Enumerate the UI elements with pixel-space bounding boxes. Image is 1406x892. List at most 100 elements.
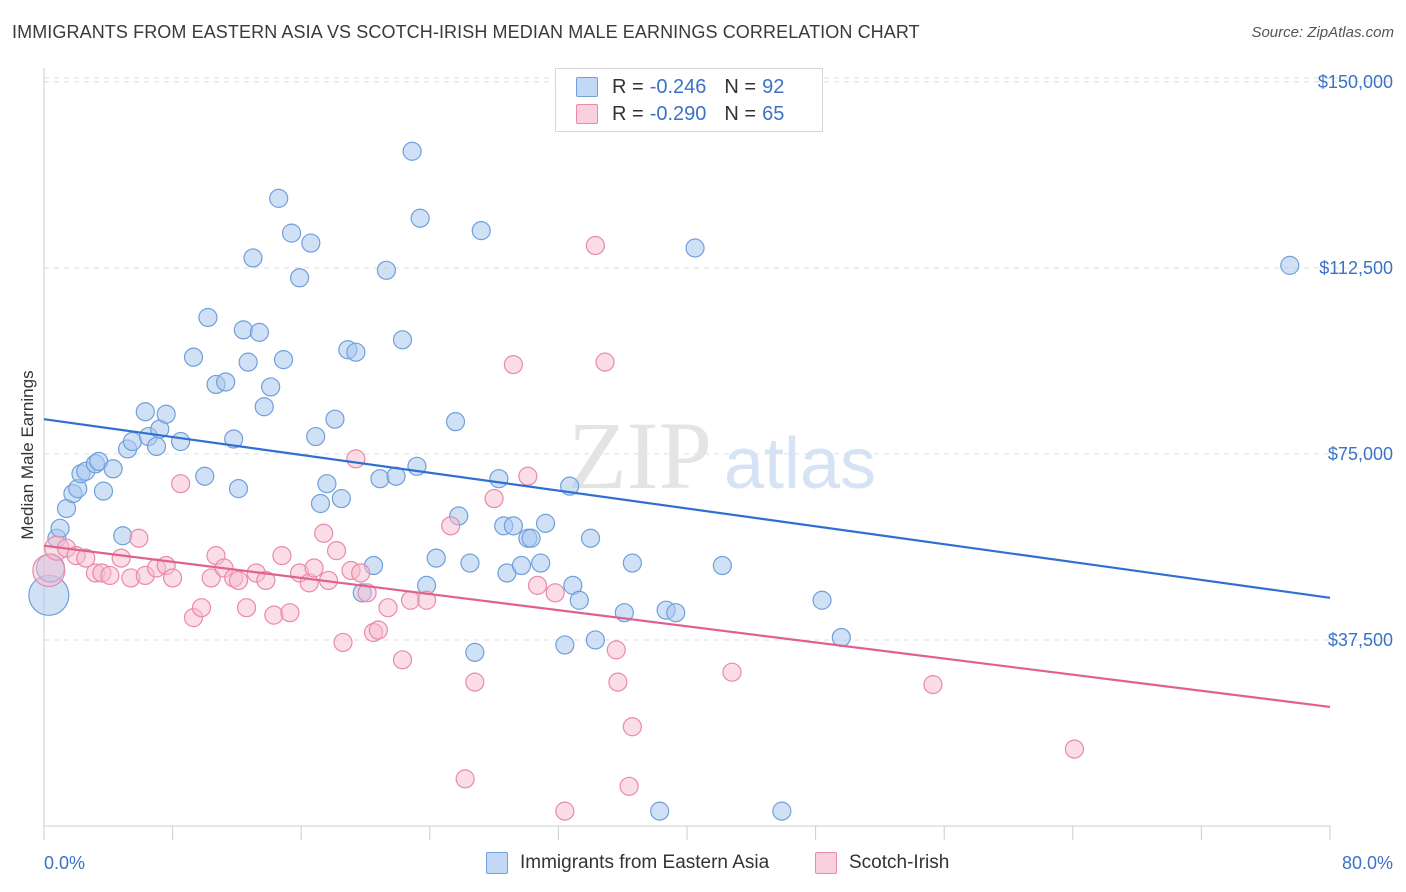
- data-point-pink: [280, 603, 300, 623]
- data-point-pink: [326, 541, 347, 561]
- data-point-blue: [535, 513, 556, 533]
- data-point-pink: [595, 352, 615, 372]
- data-point-blue: [346, 342, 366, 362]
- data-point-pink: [264, 605, 284, 625]
- data-point-pink: [465, 672, 485, 692]
- data-point-pink: [622, 717, 642, 737]
- data-point-blue: [281, 223, 302, 243]
- legend-n-value: 65: [762, 102, 785, 125]
- data-point-blue: [171, 431, 191, 452]
- data-point-blue: [198, 307, 218, 328]
- data-point-blue: [445, 412, 466, 432]
- y-tick-label: $37,500: [1328, 630, 1393, 650]
- trend-line-pink: [43, 544, 1331, 709]
- legend-n-label: N =: [724, 102, 757, 125]
- data-point-blue: [772, 801, 792, 821]
- x-tick-label: 0.0%: [44, 853, 85, 873]
- data-point-pink: [606, 640, 626, 660]
- data-point-pink: [236, 598, 257, 618]
- data-point-pink: [400, 590, 421, 610]
- series-label-eastern-asia: Immigrants from Eastern Asia: [520, 852, 770, 873]
- data-point-blue: [156, 404, 176, 424]
- data-point-blue: [712, 555, 732, 576]
- data-point-pink: [518, 466, 538, 486]
- data-point-blue: [580, 528, 601, 548]
- data-point-pink: [545, 583, 565, 603]
- data-point-pink: [171, 474, 191, 494]
- data-point-blue: [103, 459, 123, 479]
- data-point-blue: [261, 377, 281, 397]
- data-point-blue: [531, 553, 551, 573]
- data-point-pink: [228, 570, 249, 591]
- legend-swatch-blue: [576, 77, 598, 97]
- legend-swatch-pink: [576, 104, 598, 124]
- data-point-blue: [310, 493, 331, 514]
- legend-r-value: -0.290: [649, 102, 707, 125]
- source-label: Source: ZipAtlas.com: [1251, 24, 1394, 41]
- data-point-pink: [555, 801, 575, 821]
- data-point-pink: [256, 570, 276, 591]
- data-point-pink: [392, 650, 413, 670]
- series-label-scotch-irish: Scotch-Irish: [849, 852, 950, 873]
- data-point-blue: [622, 553, 642, 573]
- data-point-pink: [441, 516, 461, 536]
- data-point-blue: [511, 555, 532, 576]
- data-point-blue: [306, 426, 326, 447]
- data-point-blue: [289, 268, 310, 288]
- data-point-blue: [135, 402, 155, 422]
- series-legend-item-eastern-asia: Immigrants from Eastern Asia: [486, 852, 769, 874]
- data-point-pink: [416, 590, 437, 610]
- trend-line-blue: [43, 418, 1331, 599]
- legend-n-value: 92: [762, 75, 785, 98]
- data-point-pink: [163, 568, 183, 588]
- data-point-blue: [402, 141, 422, 161]
- data-point-blue: [376, 260, 396, 280]
- data-point-blue: [426, 548, 446, 568]
- data-point-pink: [503, 355, 523, 375]
- data-point-blue: [228, 479, 249, 499]
- data-point-pink: [304, 558, 324, 578]
- data-point-blue: [146, 436, 167, 457]
- data-point-blue: [122, 431, 143, 452]
- legend-r-label: R =: [612, 75, 644, 98]
- series-legend-item-scotch-irish: Scotch-Irish: [815, 852, 949, 874]
- y-axis-label: Median Male Earnings: [18, 370, 37, 539]
- data-point-blue: [410, 208, 430, 228]
- legend-r-value: -0.246: [649, 75, 707, 98]
- series-pink: [32, 235, 1085, 821]
- data-point-blue: [93, 481, 114, 501]
- legend-row-series2: R = -0.290 N = 65: [576, 101, 784, 127]
- data-point-blue: [489, 469, 509, 489]
- data-point-blue: [233, 320, 253, 340]
- data-point-blue: [216, 372, 236, 392]
- data-point-pink: [100, 565, 120, 586]
- data-point-blue: [243, 248, 263, 268]
- data-point-blue: [521, 528, 541, 548]
- data-point-blue: [249, 322, 270, 342]
- y-tick-label: $150,000: [1318, 72, 1393, 92]
- data-point-blue: [1280, 255, 1300, 275]
- chart-title: IMMIGRANTS FROM EASTERN ASIA VS SCOTCH-I…: [12, 22, 920, 42]
- data-point-pink: [585, 235, 605, 256]
- data-point-blue: [273, 350, 294, 370]
- data-point-pink: [351, 563, 371, 583]
- series-swatch-blue: [486, 852, 508, 874]
- data-point-pink: [333, 632, 353, 653]
- data-point-blue: [812, 590, 832, 610]
- data-point-blue: [238, 352, 258, 372]
- data-point-blue: [301, 233, 321, 253]
- data-point-pink: [191, 598, 212, 618]
- data-point-blue: [555, 635, 575, 655]
- data-point-pink: [357, 583, 377, 603]
- data-point-blue: [113, 526, 133, 546]
- data-point-blue: [465, 642, 485, 662]
- data-point-pink: [76, 548, 96, 568]
- y-tick-label: $112,500: [1319, 258, 1393, 278]
- legend-r-label: R =: [612, 102, 644, 125]
- data-point-blue: [269, 188, 289, 208]
- data-point-pink: [129, 528, 149, 548]
- data-point-pink: [484, 488, 504, 509]
- data-point-blue: [471, 221, 491, 241]
- data-point-blue: [569, 590, 589, 610]
- data-point-pink: [608, 672, 628, 692]
